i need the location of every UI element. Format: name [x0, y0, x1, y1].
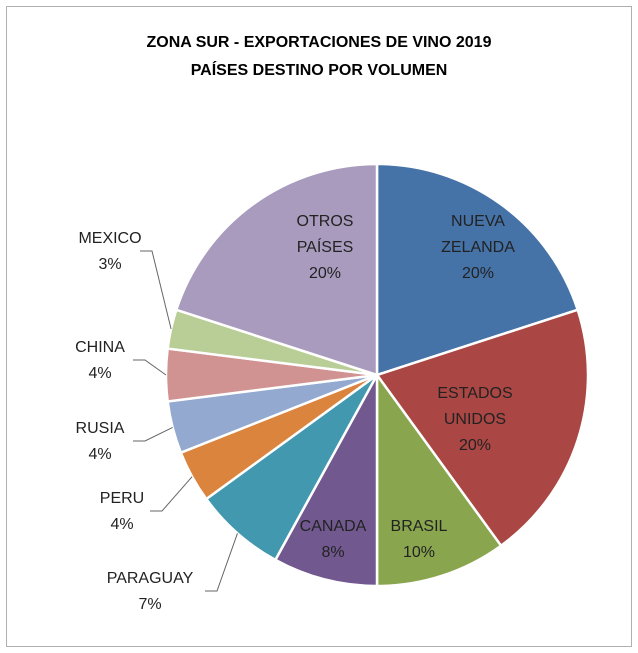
pie-slice: [375, 162, 580, 377]
slice-label: OTROS PAÍSES 20%: [275, 209, 375, 287]
value-label: 20%: [458, 437, 492, 454]
value-label: 4%: [110, 516, 134, 533]
category-label: ESTADOS UNIDOS: [437, 385, 513, 428]
category-label: CANADA: [299, 518, 367, 535]
value-label: 3%: [98, 256, 122, 273]
slice-label: BRASIL 10%: [369, 514, 469, 566]
value-label: 20%: [308, 265, 342, 282]
pie-slice: [174, 162, 379, 377]
category-label: PARAGUAY: [106, 570, 194, 587]
category-label: NUEVA ZELANDA: [441, 213, 515, 256]
value-label: 7%: [138, 596, 162, 613]
pie-slice: [374, 308, 590, 548]
slice-label: CANADA 8%: [283, 514, 383, 566]
slice-label: ESTADOS UNIDOS 20%: [425, 381, 525, 459]
slice-label: NUEVA ZELANDA 20%: [428, 209, 528, 287]
value-label: 4%: [88, 446, 112, 463]
value-label: 10%: [402, 544, 436, 561]
leader-line: [150, 476, 193, 512]
leader-line: [140, 250, 172, 330]
slice-label: PERU 4%: [67, 486, 177, 538]
chart-title: ZONA SUR - EXPORTACIONES DE VINO 2019: [146, 34, 492, 51]
slice-label: MEXICO 3%: [55, 226, 165, 278]
value-label: 20%: [461, 265, 495, 282]
pie-slice: [375, 371, 503, 588]
leader-line: [133, 427, 173, 442]
category-label: MEXICO: [78, 230, 142, 247]
category-label: BRASIL: [390, 518, 448, 535]
pie-slice: [273, 374, 379, 588]
slice-label: PARAGUAY 7%: [95, 566, 205, 618]
slice-label: RUSIA 4%: [45, 416, 155, 468]
category-label: RUSIA: [75, 420, 125, 437]
category-label: PERU: [99, 490, 145, 507]
slice-label: CHINA 4%: [45, 335, 155, 387]
value-label: 8%: [321, 544, 345, 561]
value-label: 4%: [88, 365, 112, 382]
leader-line: [205, 533, 238, 592]
category-label: OTROS PAÍSES: [296, 213, 354, 256]
leader-line: [133, 359, 167, 376]
chart-subtitle: PAÍSES DESTINO POR VOLUMEN: [190, 62, 448, 79]
category-label: CHINA: [75, 339, 125, 356]
